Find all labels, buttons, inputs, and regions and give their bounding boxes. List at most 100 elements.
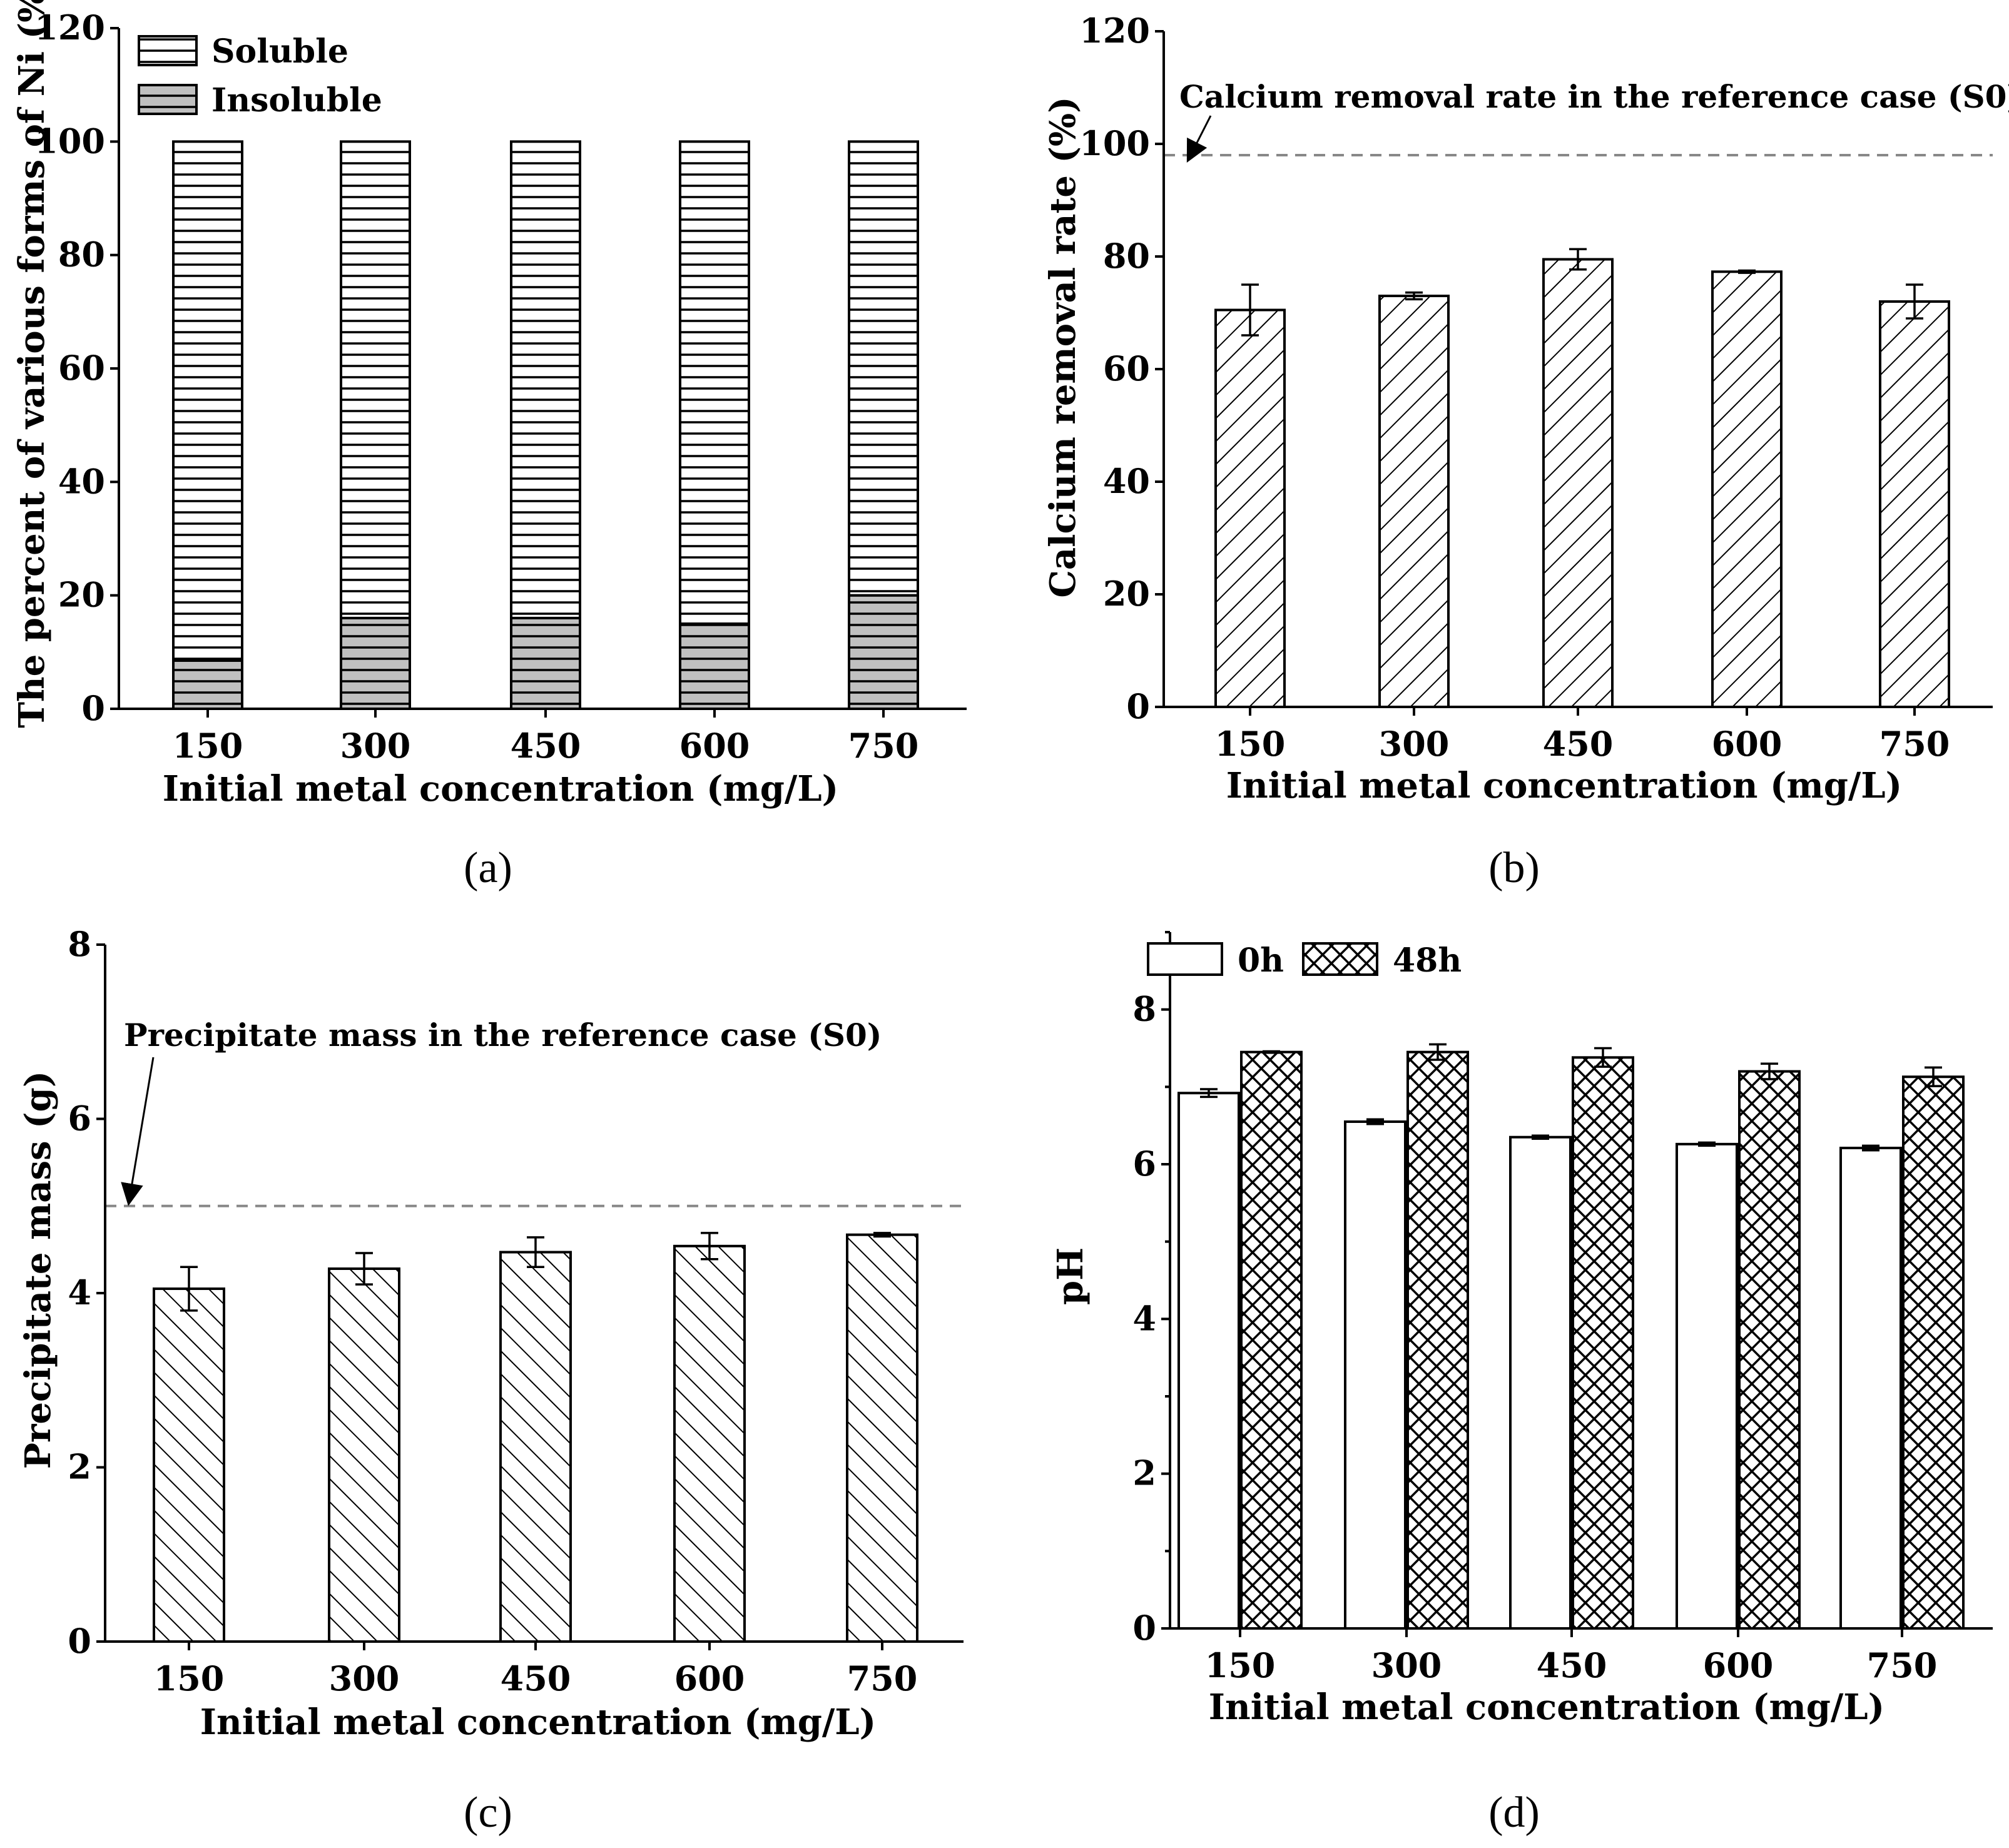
panel-b-y-axis-title: Calcium removal rate (%) [1042,96,1084,597]
bar-insoluble [510,616,581,711]
legend-label-0h: 0h [1238,942,1284,980]
y-tick-label: 60 [1103,348,1150,388]
panel-b-label: (b) [1488,844,1540,892]
y-tick-label: 0 [1126,686,1150,726]
panel-a-bars [172,140,919,711]
legend-label-insoluble: Insoluble [211,81,382,119]
x-tick-label: 150 [1205,1645,1276,1685]
bar [153,1287,225,1643]
bar-soluble [848,140,919,597]
panel-a-legend: Soluble Insoluble [138,33,382,119]
bar [1542,258,1614,708]
bar [1378,295,1450,708]
x-tick-label: 600 [1703,1645,1774,1685]
bar-48h [1902,1075,1965,1630]
panel-c-reference-label: Precipitate mass in the reference case (… [124,1017,882,1053]
x-tick-label: 150 [1215,724,1286,764]
y-tick-label: 120 [1079,11,1150,51]
x-tick-label: 450 [1537,1645,1607,1685]
x-tick-label: 150 [154,1658,225,1698]
y-tick-label: 20 [1103,574,1150,614]
x-tick-label: 300 [340,726,411,766]
y-tick-label: 2 [68,1447,91,1487]
bar-48h [1240,1050,1303,1630]
y-tick-label: 100 [34,121,105,161]
panel-c-bars [153,1232,918,1643]
panel-a-chart: 0 20 40 60 80 100 120 150 300 450 600 750 Soluble I… [11,0,967,892]
panel-d-chart: 0 2 4 6 8 150 300 450 600 750 0h 48h Initial meta… [1050,931,1993,1837]
panel-a-x-axis-title: Initial metal concentration (mg/L) [163,768,838,810]
y-tick-label: 6 [1132,1144,1156,1184]
x-tick-label: 300 [1379,724,1450,764]
panel-c-label: (c) [464,1789,512,1837]
legend-swatch-48h [1302,942,1378,976]
panel-d-x-axis-title: Initial metal concentration (mg/L) [1209,1687,1884,1728]
panel-c-chart: Precipitate mass in the reference case (… [18,924,964,1837]
bar-soluble [679,140,750,626]
bar-insoluble [172,659,243,711]
y-tick-label: 100 [1079,123,1150,163]
bar [846,1233,918,1643]
panel-d-bars [1177,1043,1965,1630]
bar-insoluble [679,622,750,710]
y-tick-label: 0 [81,688,105,728]
panel-a-axes: 0 20 40 60 80 100 120 150 300 450 600 750 [34,8,967,766]
y-tick-label: 0 [1132,1608,1156,1648]
bar-48h [1406,1050,1469,1630]
bar-soluble [340,140,411,619]
panel-d-legend: 0h 48h [1147,942,1462,980]
bar [1879,300,1950,708]
legend-label-48h: 48h [1393,942,1462,980]
y-tick-label: 4 [1132,1298,1156,1338]
y-tick-label: 120 [34,8,105,48]
panel-c-reference: Precipitate mass in the reference case (… [105,1017,964,1207]
y-tick-label: 80 [1103,236,1150,276]
panel-b-reference: Calcium removal rate in the reference ca… [1164,78,2009,163]
bar [328,1267,400,1643]
x-tick-label: 450 [1543,724,1614,764]
x-tick-label: 600 [1712,724,1783,764]
x-tick-label: 150 [173,726,243,766]
bar-insoluble [340,616,411,711]
y-tick-label: 4 [68,1272,91,1312]
y-tick-label: 8 [68,924,91,964]
panel-b-axes: 0 20 40 60 80 100 120 150 300 450 600 750 [1079,11,1993,764]
y-tick-label: 40 [58,461,105,501]
panel-d-label: (d) [1488,1789,1540,1837]
legend-swatch-soluble [138,35,198,66]
x-tick-label: 750 [1879,724,1950,764]
bar [1214,308,1286,708]
y-tick-label: 6 [68,1099,91,1139]
bar-0h [1177,1092,1240,1630]
bar-0h [1839,1147,1902,1630]
x-tick-label: 300 [1371,1645,1442,1685]
y-tick-label: 60 [58,348,105,388]
bar-0h [1676,1142,1738,1630]
x-tick-label: 450 [501,1658,571,1698]
panel-c-reference-arrow [121,1057,155,1206]
y-tick-label: 2 [1132,1453,1156,1493]
bar [1711,270,1783,708]
panel-b-bars [1214,248,1950,708]
panel-b-reference-arrow [1186,115,1212,163]
panel-b-reference-label: Calcium removal rate in the reference ca… [1179,78,2009,115]
bar-48h [1572,1056,1634,1630]
panel-a-y-axis-title: The percent of various forms of Ni (%) [11,0,53,728]
bar-48h [1738,1070,1801,1630]
bar-soluble [510,140,581,619]
panel-d-axes: 0 2 4 6 8 150 300 450 600 750 [1132,931,1993,1685]
x-tick-label: 600 [674,1658,745,1698]
bar-0h [1509,1135,1572,1630]
legend-label-soluble: Soluble [211,33,348,71]
x-tick-label: 450 [511,726,581,766]
panel-a-label: (a) [464,844,512,892]
panel-c-y-axis-title: Precipitate mass (g) [18,1071,59,1469]
x-tick-label: 600 [679,726,750,766]
bar [499,1251,572,1643]
x-tick-label: 750 [1867,1645,1938,1685]
y-tick-label: 8 [1132,989,1156,1029]
bar-0h [1344,1120,1406,1630]
bar-insoluble [848,594,919,711]
x-tick-label: 300 [329,1658,400,1698]
